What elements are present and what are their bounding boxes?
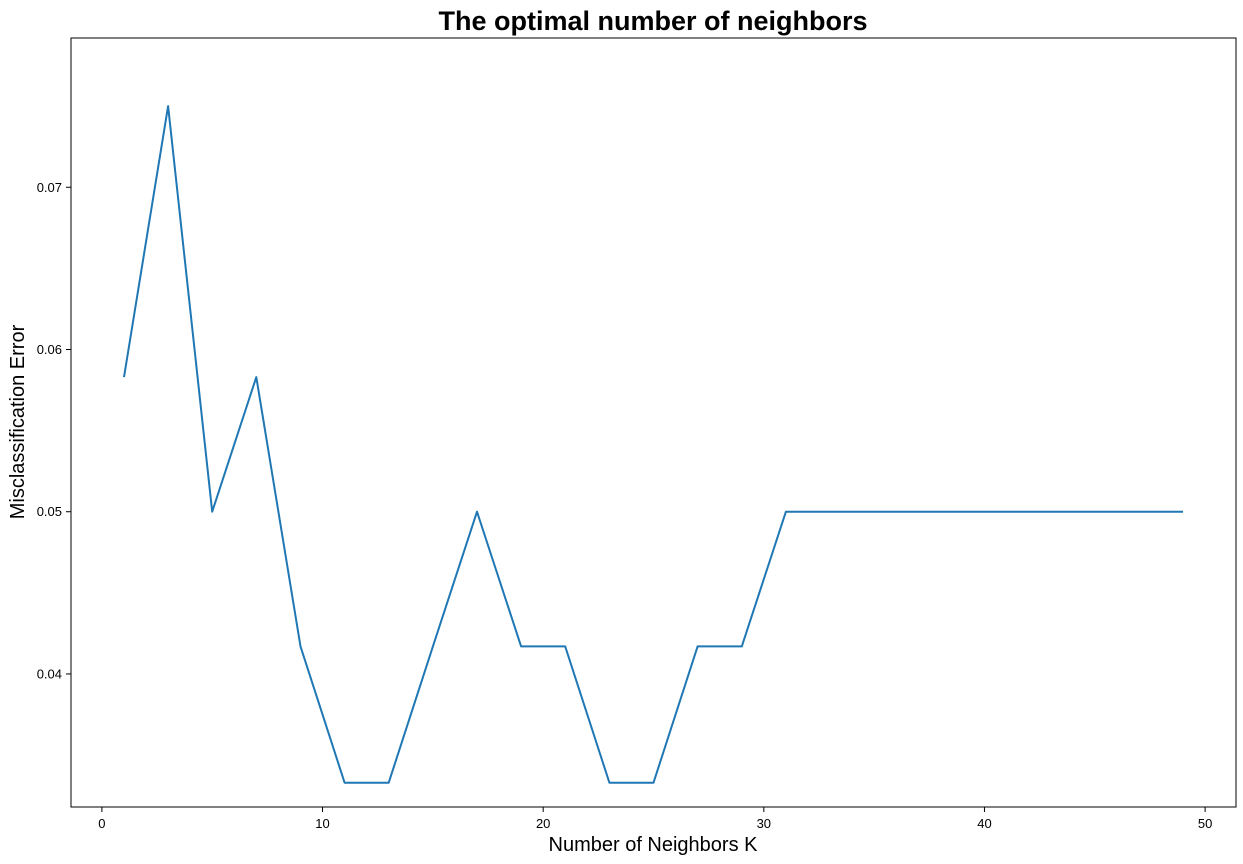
y-tick-label: 0.07 [37,180,62,195]
x-tick-label: 50 [1198,816,1212,831]
x-axis-ticks: 0 10 20 30 40 50 [98,807,1212,831]
x-tick-label: 30 [757,816,771,831]
y-axis-ticks: 0.04 0.05 0.06 0.07 [37,180,71,681]
series-line [123,105,1183,784]
chart-title: The optimal number of neighbors [438,6,867,36]
x-tick-label: 0 [98,816,105,831]
x-tick-label: 10 [315,816,329,831]
series-layer [123,105,1183,784]
y-axis-label: Misclassification Error [7,324,29,519]
y-tick-label: 0.06 [37,342,62,357]
y-tick-label: 0.05 [37,504,62,519]
x-axis-label: Number of Neighbors K [549,834,759,856]
plot-area-frame [70,37,1237,808]
x-tick-label: 40 [977,816,991,831]
y-tick-label: 0.04 [37,666,62,681]
x-tick-label: 20 [536,816,550,831]
